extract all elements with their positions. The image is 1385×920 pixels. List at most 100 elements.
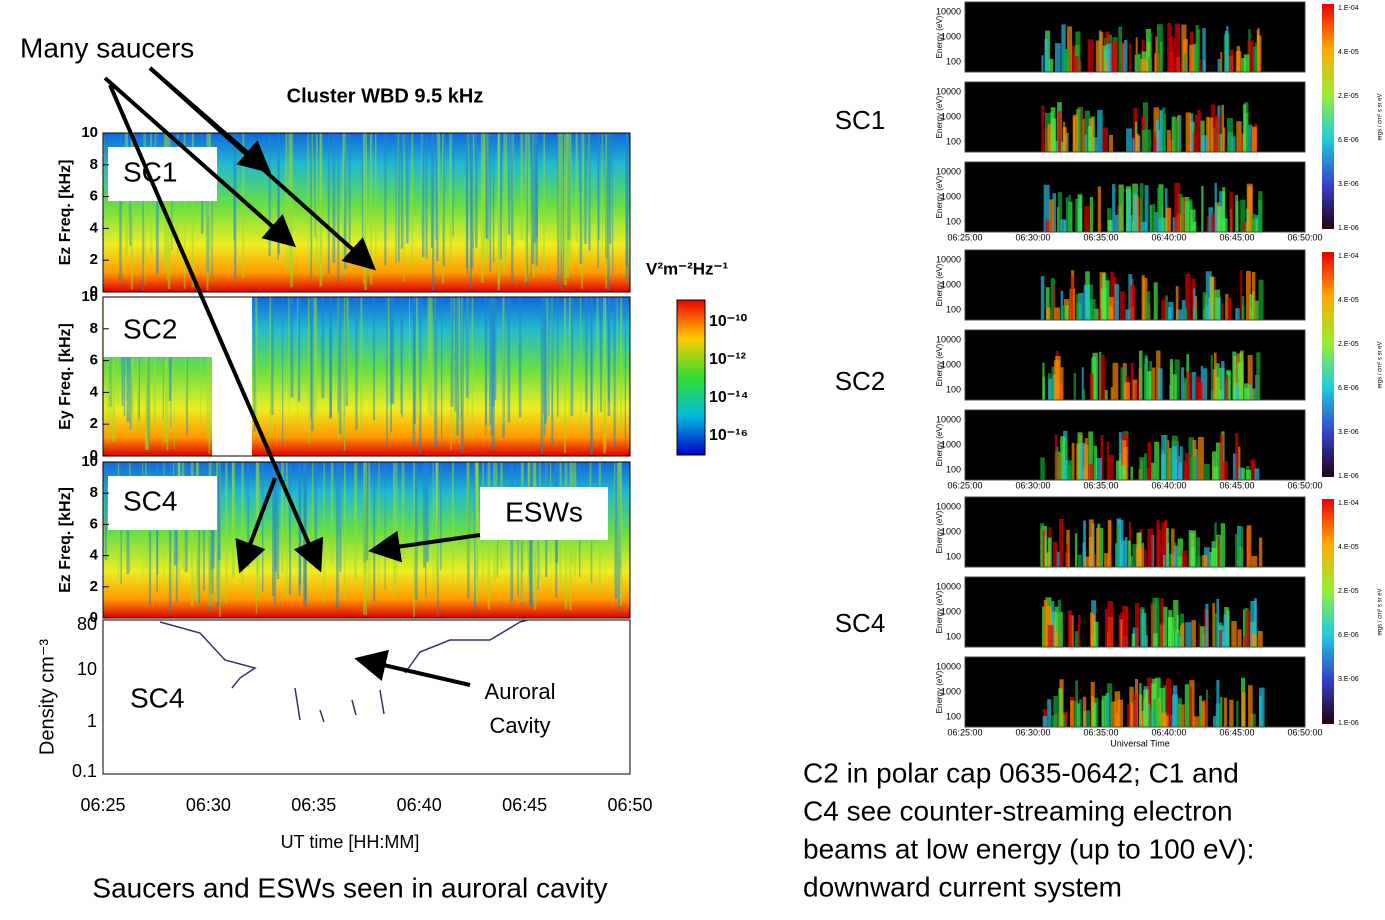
flux bbox=[1114, 691, 1121, 727]
flux bbox=[1044, 38, 1049, 72]
flux bbox=[1191, 371, 1197, 400]
panel-label: SC4 bbox=[123, 485, 177, 516]
flux bbox=[1214, 289, 1221, 320]
flux bbox=[1246, 525, 1252, 567]
flux bbox=[1065, 197, 1069, 232]
panel-label: PA 180 bbox=[970, 668, 1024, 687]
colorbar bbox=[1322, 4, 1334, 229]
flux bbox=[1250, 459, 1256, 480]
flux bbox=[1248, 124, 1253, 152]
flux bbox=[1060, 367, 1064, 400]
flux bbox=[1154, 441, 1160, 480]
flux bbox=[1132, 694, 1137, 727]
flux bbox=[1229, 191, 1233, 232]
x-tick-label: 06:35 bbox=[291, 795, 336, 815]
flux bbox=[1099, 32, 1104, 72]
colorbar-tick: 4.E-05 bbox=[1338, 49, 1359, 56]
panel-frame bbox=[964, 496, 1306, 568]
flux bbox=[1093, 308, 1099, 320]
colorbar-tick: 2.E-05 bbox=[1338, 93, 1359, 100]
flux bbox=[1104, 280, 1110, 320]
flux bbox=[1176, 309, 1183, 320]
flux bbox=[1254, 468, 1260, 480]
arrow bbox=[368, 530, 481, 563]
flux bbox=[1106, 441, 1110, 480]
y-tick-label: 2 bbox=[90, 251, 98, 268]
x-tick-label: 06:45:00 bbox=[1219, 232, 1254, 242]
flux bbox=[1130, 362, 1134, 400]
flux bbox=[1175, 286, 1179, 320]
y-axis-label: Energy (eV) bbox=[935, 590, 944, 633]
flux bbox=[1077, 106, 1084, 152]
flux bbox=[1220, 523, 1226, 567]
panel-label: PA 0 bbox=[970, 13, 1005, 32]
flux bbox=[1047, 699, 1052, 727]
flux bbox=[1083, 284, 1090, 320]
flux bbox=[1178, 462, 1183, 480]
flux bbox=[1054, 307, 1061, 320]
flux bbox=[1205, 305, 1210, 320]
flux bbox=[1145, 28, 1151, 72]
flux bbox=[1243, 54, 1250, 72]
flux bbox=[1195, 376, 1201, 400]
flux bbox=[1184, 308, 1188, 320]
flux bbox=[1052, 621, 1057, 647]
panel-frame bbox=[964, 409, 1306, 481]
flux bbox=[1129, 215, 1133, 232]
flux bbox=[1048, 58, 1054, 72]
flux bbox=[1060, 436, 1065, 480]
flux bbox=[1095, 458, 1102, 480]
flux bbox=[1118, 432, 1123, 480]
x-tick-label: 06:40:00 bbox=[1151, 727, 1186, 737]
flux bbox=[1051, 118, 1057, 152]
data-gap bbox=[212, 297, 252, 456]
panel-label: PA 90 bbox=[970, 341, 1014, 360]
flux bbox=[1088, 519, 1094, 567]
colorbar bbox=[1322, 499, 1334, 724]
flux bbox=[1137, 197, 1143, 232]
group-label: SC2 bbox=[835, 366, 886, 396]
flux bbox=[1246, 270, 1251, 320]
flux bbox=[1214, 182, 1217, 232]
flux bbox=[1093, 554, 1096, 567]
y-axis-label: Energy (eV) bbox=[935, 343, 944, 386]
flux bbox=[1146, 59, 1149, 72]
flux bbox=[1222, 461, 1228, 480]
flux bbox=[1189, 686, 1193, 727]
flux bbox=[1241, 468, 1245, 480]
flux bbox=[1100, 434, 1104, 480]
flux bbox=[1141, 609, 1144, 647]
x-tick-label: 06:30:00 bbox=[1015, 727, 1050, 737]
flux bbox=[1220, 52, 1223, 72]
panel-frame bbox=[102, 461, 631, 619]
flux bbox=[1174, 359, 1180, 400]
flux bbox=[1118, 184, 1124, 232]
flux bbox=[1123, 446, 1128, 480]
flux bbox=[1108, 455, 1114, 480]
y-tick-label: 0 bbox=[90, 447, 98, 464]
flux bbox=[1068, 194, 1071, 232]
flux bbox=[1099, 351, 1102, 400]
flux bbox=[1055, 355, 1061, 400]
y-tick-label: 100 bbox=[946, 56, 961, 66]
flux bbox=[1256, 352, 1261, 400]
flux bbox=[1104, 58, 1108, 72]
flux bbox=[1153, 282, 1158, 320]
flux bbox=[1162, 554, 1166, 567]
flux bbox=[1157, 188, 1163, 232]
flux bbox=[1065, 305, 1069, 320]
flux bbox=[1050, 278, 1055, 320]
flux bbox=[1254, 300, 1259, 320]
y-tick-label: 10000 bbox=[936, 501, 961, 511]
flux bbox=[1101, 695, 1107, 727]
colorbar-unit: V²m⁻²Hz⁻¹ bbox=[646, 259, 729, 278]
flux bbox=[1249, 294, 1254, 320]
flux bbox=[1180, 197, 1185, 232]
flux bbox=[1147, 528, 1153, 567]
flux bbox=[1246, 208, 1249, 232]
flux bbox=[1236, 121, 1242, 152]
flux bbox=[1127, 540, 1131, 567]
flux bbox=[1151, 367, 1156, 400]
y-tick-label: 1000 bbox=[941, 606, 961, 616]
flux bbox=[1056, 551, 1061, 567]
